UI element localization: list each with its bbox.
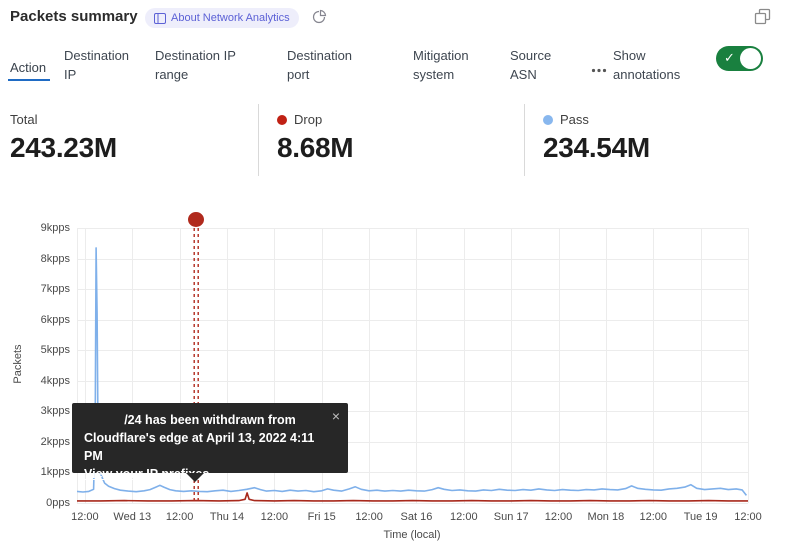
drop-legend-dot xyxy=(277,114,287,125)
x-tick-label: Fri 15 xyxy=(307,511,336,523)
y-tick-label: 5kpps xyxy=(40,344,70,357)
v-gridline xyxy=(748,228,749,503)
v-gridline xyxy=(700,228,702,503)
h-gridline xyxy=(77,472,748,474)
x-tick-label: 12:00 xyxy=(260,511,289,523)
show-annotations-toggle[interactable]: ✓ xyxy=(716,46,763,71)
page-title: Packets summary xyxy=(10,8,138,25)
v-gridline xyxy=(274,228,276,503)
x-tick-label: 12:00 xyxy=(734,511,762,523)
tab-destination-port[interactable]: Destination port xyxy=(287,48,353,82)
stat-drop-label: Drop xyxy=(294,112,323,127)
badge-label: About Network Analytics xyxy=(171,12,290,24)
x-tick-label: Wed 13 xyxy=(113,511,152,523)
y-tick-label: 9kpps xyxy=(40,222,70,234)
pass-series-line xyxy=(77,247,748,496)
x-tick-label: 12:00 xyxy=(355,511,383,523)
show-annotations-label: Show annotations xyxy=(613,48,681,82)
x-tick-label: Mon 18 xyxy=(587,511,625,523)
h-gridline xyxy=(77,289,748,291)
stat-total-value: 243.23M xyxy=(10,132,117,163)
stat-pass: Pass 234.54M xyxy=(543,112,650,164)
x-axis-title: Time (local) xyxy=(383,529,441,541)
v-gridline xyxy=(179,228,181,503)
v-gridline xyxy=(463,228,465,503)
x-tick-label: Thu 14 xyxy=(209,511,245,523)
y-tick-label: 4kpps xyxy=(40,374,70,387)
tooltip-line1: /24 has been withdrawn from xyxy=(124,413,296,427)
view-ip-prefixes-link[interactable]: View your IP prefixes xyxy=(84,467,210,481)
h-gridline xyxy=(77,258,748,260)
stats-divider xyxy=(258,104,259,176)
y-tick-label: 3kpps xyxy=(40,405,70,418)
tab-mitigation-system[interactable]: Mitigation system xyxy=(413,48,469,82)
about-network-analytics-link[interactable]: About Network Analytics xyxy=(145,8,299,28)
tab-source-asn[interactable]: Source ASN xyxy=(510,48,552,82)
h-gridline xyxy=(77,228,748,229)
check-icon: ✓ xyxy=(724,50,735,65)
h-gridline xyxy=(77,380,748,382)
annotation-tooltip: × /24 has been withdrawn from Cloudflare… xyxy=(72,403,348,482)
annotation-marker-dot[interactable] xyxy=(188,212,205,227)
x-tick-label: Sun 17 xyxy=(493,511,529,523)
pie-chart-icon[interactable] xyxy=(311,9,327,30)
more-tabs-ellipsis-icon[interactable] xyxy=(591,60,607,78)
x-tick-label: 12:00 xyxy=(450,511,478,523)
stat-pass-label: Pass xyxy=(560,112,589,127)
stat-total-label: Total xyxy=(10,112,38,127)
restore-window-icon[interactable] xyxy=(754,8,771,30)
y-tick-label: 8kpps xyxy=(40,252,70,265)
toggle-knob xyxy=(740,48,761,69)
h-gridline xyxy=(77,350,748,352)
stat-pass-value: 234.54M xyxy=(543,132,650,163)
close-icon[interactable]: × xyxy=(331,408,340,424)
drop-series-line xyxy=(77,492,748,502)
v-gridline xyxy=(226,228,228,503)
v-gridline xyxy=(653,228,655,503)
tooltip-line2: Cloudflare's edge at April 13, 2022 4:11… xyxy=(84,431,315,463)
y-tick-label: 0pps xyxy=(46,497,70,509)
y-axis-title: Packets xyxy=(12,344,24,384)
v-gridline xyxy=(77,228,78,503)
h-gridline xyxy=(77,441,748,443)
stat-drop: Drop 8.68M xyxy=(277,112,354,164)
v-gridline xyxy=(132,228,134,503)
book-icon xyxy=(154,12,166,24)
y-tick-label: 6kpps xyxy=(40,313,70,326)
v-gridline xyxy=(605,228,607,503)
v-gridline xyxy=(321,228,323,503)
y-tick-label: 7kpps xyxy=(40,283,70,296)
x-tick-label: Tue 19 xyxy=(683,511,718,523)
stat-drop-value: 8.68M xyxy=(277,132,354,163)
y-tick-label: 1kpps xyxy=(40,466,70,479)
x-tick-label: 12:00 xyxy=(639,511,668,523)
tab-destination-ip[interactable]: Destination IP xyxy=(64,48,130,82)
v-gridline xyxy=(511,228,513,503)
h-gridline xyxy=(77,411,748,413)
stat-total: Total 243.23M xyxy=(10,112,117,164)
pass-legend-dot xyxy=(543,114,553,125)
x-tick-label: Sat 16 xyxy=(400,511,433,523)
h-gridline xyxy=(77,503,748,504)
tab-action[interactable]: Action xyxy=(7,60,51,81)
x-tick-label: 12:00 xyxy=(71,511,99,523)
stats-divider xyxy=(524,104,525,176)
x-tick-label: 12:00 xyxy=(544,511,573,523)
x-tick-label: 12:00 xyxy=(165,511,194,523)
y-tick-label: 2kpps xyxy=(40,435,70,448)
h-gridline xyxy=(77,319,748,321)
v-gridline xyxy=(558,228,560,503)
tab-destination-ip-range[interactable]: Destination IP range xyxy=(155,48,236,82)
v-gridline xyxy=(416,228,418,503)
v-gridline xyxy=(84,228,86,503)
v-gridline xyxy=(369,228,371,503)
